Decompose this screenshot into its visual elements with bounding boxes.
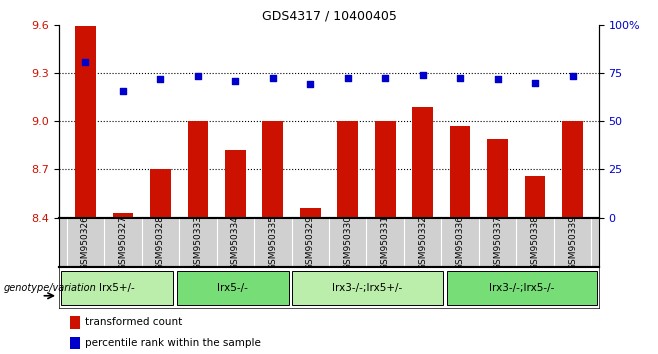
Text: GSM950331: GSM950331 (381, 215, 390, 270)
Bar (75, 27, 96, 218)
Point (155, 76, 166, 82)
Bar (488, 139, 508, 218)
Text: lrx3-/-;lrx5-/-: lrx3-/-;lrx5-/- (489, 282, 555, 293)
Point (80, 59, 91, 64)
Text: lrx5+/-: lrx5+/- (99, 282, 135, 293)
Point (268, 75, 278, 81)
Point (305, 81, 316, 87)
Bar (225, 150, 245, 218)
Text: percentile rank within the sample: percentile rank within the sample (85, 338, 261, 348)
Bar (150, 170, 170, 218)
Text: GSM950328: GSM950328 (156, 215, 165, 270)
Text: GSM950327: GSM950327 (118, 215, 128, 270)
Text: GSM950338: GSM950338 (530, 215, 540, 270)
Text: lrx3-/-;lrx5+/-: lrx3-/-;lrx5+/- (332, 282, 403, 293)
Text: GSM950332: GSM950332 (418, 215, 427, 270)
Text: GSM950337: GSM950337 (493, 215, 502, 270)
Bar (113, 213, 133, 218)
Bar (61, 270, 173, 305)
Text: genotype/variation: genotype/variation (3, 283, 96, 293)
Bar (188, 121, 208, 218)
Bar (525, 176, 545, 218)
Bar (447, 270, 597, 305)
Bar (562, 121, 583, 218)
Point (417, 72, 428, 78)
Bar (292, 270, 443, 305)
Bar (263, 121, 283, 218)
Point (492, 76, 503, 82)
Bar (450, 126, 470, 218)
Point (455, 75, 465, 81)
Text: GSM950334: GSM950334 (231, 215, 240, 270)
Text: GSM950329: GSM950329 (306, 215, 315, 270)
Point (530, 80, 540, 85)
Bar (300, 208, 320, 218)
Bar (177, 270, 288, 305)
Point (193, 73, 203, 79)
Point (567, 73, 578, 79)
Text: GSM950336: GSM950336 (455, 215, 465, 270)
Point (380, 75, 390, 81)
Point (118, 88, 128, 93)
Text: GSM950326: GSM950326 (81, 215, 90, 270)
Bar (375, 121, 395, 218)
Text: GSM950330: GSM950330 (343, 215, 352, 270)
Bar (70, 316, 80, 329)
Text: lrx5-/-: lrx5-/- (217, 282, 248, 293)
Text: GSM950335: GSM950335 (268, 215, 277, 270)
Bar (413, 107, 433, 218)
Title: GDS4317 / 10400405: GDS4317 / 10400405 (262, 9, 396, 22)
Text: transformed count: transformed count (85, 317, 182, 327)
Text: GSM950339: GSM950339 (568, 215, 577, 270)
Text: GSM950333: GSM950333 (193, 215, 203, 270)
Bar (338, 121, 358, 218)
Point (230, 78, 241, 84)
Bar (70, 337, 80, 349)
Point (342, 75, 353, 81)
